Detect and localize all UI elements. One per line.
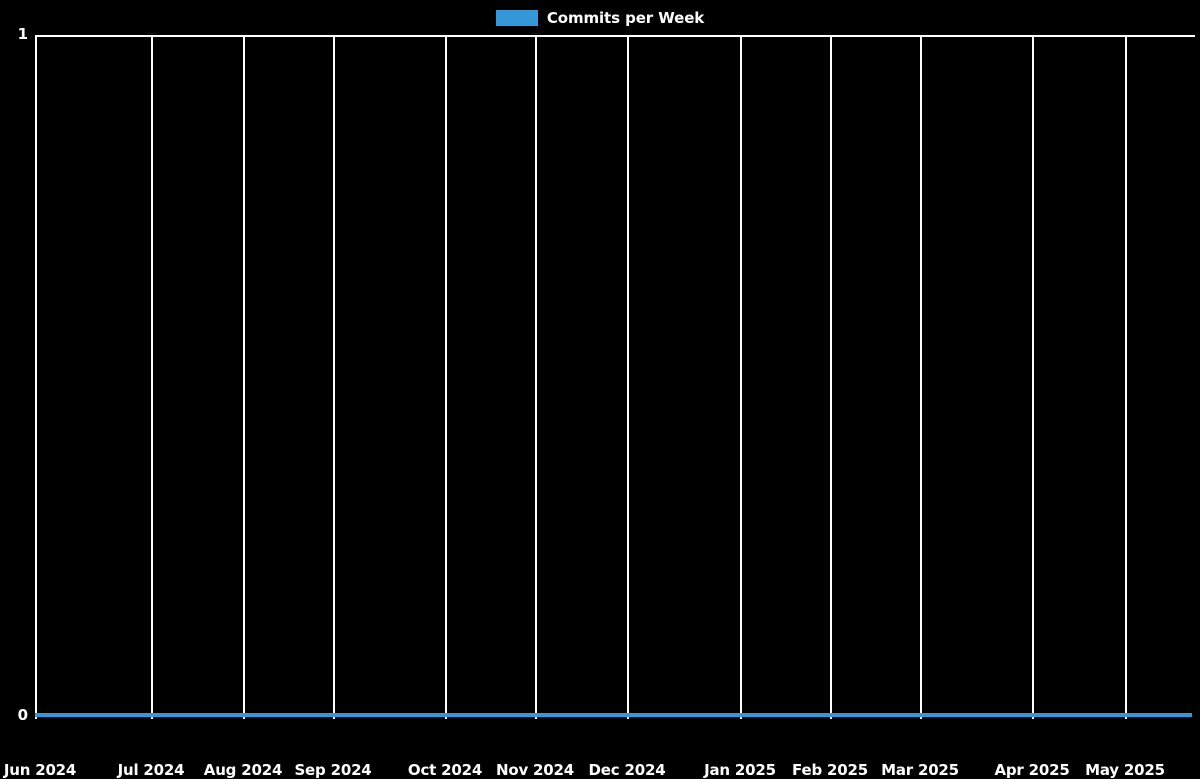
legend-swatch-commits-per-week [495,10,538,26]
x-axis-tick-label-apr-2025: Apr 2025 [994,761,1070,779]
gridline-sep-2024 [333,35,335,719]
x-axis-tick-label-mar-2025: Mar 2025 [881,761,959,779]
y-axis-tick-label-top: 1 [17,25,28,43]
gridline-oct-2024 [445,35,447,719]
gridline-mar-2025 [920,35,922,719]
x-axis-tick-label-may-2025: May 2025 [1085,761,1165,779]
axis-line-top [35,35,1195,37]
x-axis-tick-label-feb-2025: Feb 2025 [792,761,868,779]
x-axis-tick-label-jun-2024: Jun 2024 [3,761,77,779]
gridline-feb-2025 [830,35,832,719]
x-axis-tick-label-sep-2024: Sep 2024 [294,761,372,779]
plot-area: 1 0 Jun 2024 Jul 2024 Aug 2024 Sep 2024 … [4,27,1195,778]
gridline-jun-2024 [35,35,37,719]
x-axis-tick-label-jan-2025: Jan 2025 [704,761,776,779]
gridline-aug-2024 [243,35,245,719]
x-axis-tick-label-dec-2024: Dec 2024 [588,761,666,779]
chart-legend: Commits per Week [0,0,1200,36]
gridline-nov-2024 [535,35,537,719]
x-axis-tick-label-oct-2024: Oct 2024 [407,761,483,779]
series-line-commits-per-week [35,713,1192,717]
gridline-jul-2024 [151,35,153,719]
y-axis-tick-label-bottom: 0 [17,706,28,724]
legend-label-commits-per-week: Commits per Week [546,9,705,27]
gridline-apr-2025 [1032,35,1034,719]
x-axis-tick-label-aug-2024: Aug 2024 [203,761,283,779]
x-axis-tick-label-jul-2024: Jul 2024 [117,761,185,779]
gridline-dec-2024 [627,35,629,719]
x-axis-tick-label-nov-2024: Nov 2024 [495,761,575,779]
gridline-jan-2025 [740,35,742,719]
gridline-may-2025 [1125,35,1127,719]
